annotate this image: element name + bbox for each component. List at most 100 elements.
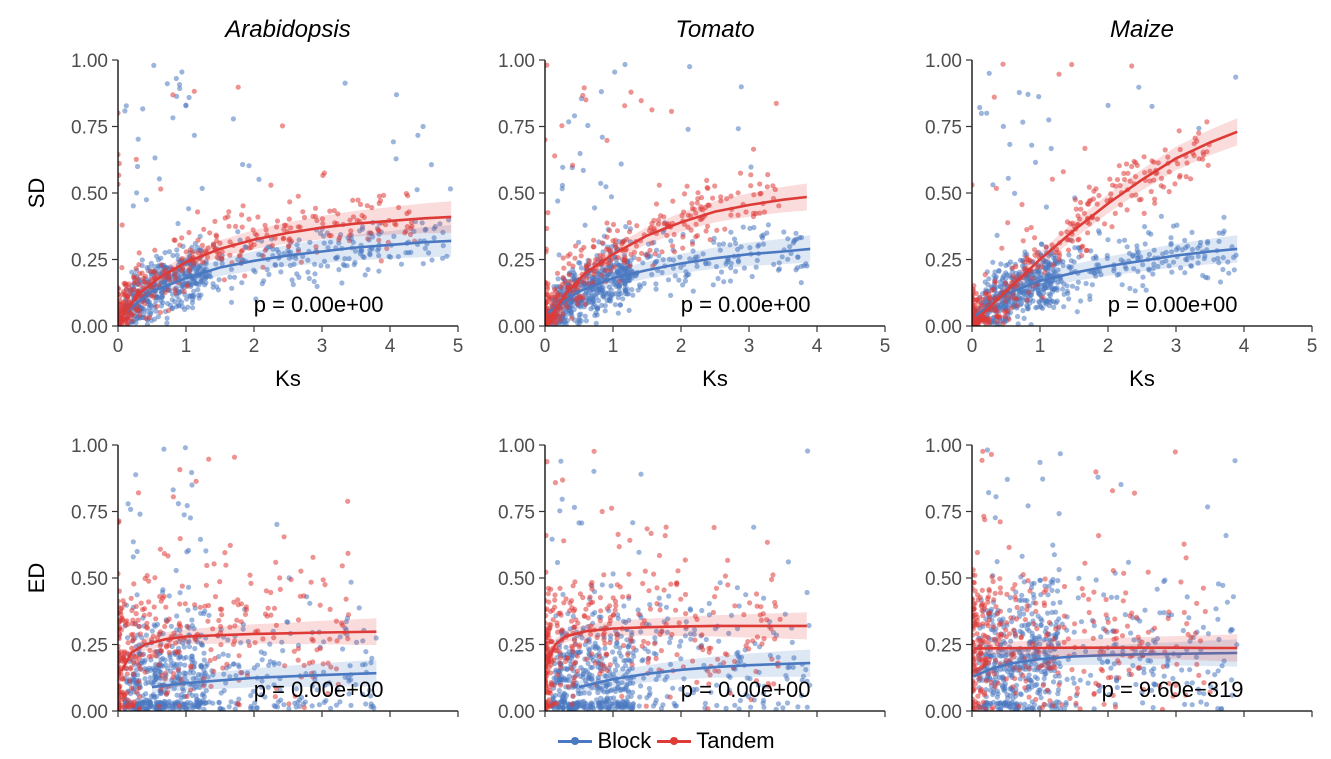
point-tandem	[217, 579, 223, 585]
x-tick-label: 5	[453, 721, 464, 722]
point-block	[284, 619, 290, 625]
point-block	[612, 667, 619, 673]
point-block	[177, 85, 183, 92]
point-block	[183, 654, 189, 660]
point-tandem	[119, 222, 125, 228]
point-block	[712, 626, 719, 632]
point-tandem	[182, 601, 188, 607]
x-tick-label: 1	[1035, 336, 1046, 357]
point-tandem	[722, 226, 728, 232]
point-block	[714, 682, 720, 688]
point-tandem	[1129, 163, 1135, 170]
point-tandem	[141, 612, 147, 618]
point-block	[576, 239, 582, 245]
point-tandem	[361, 214, 367, 220]
x-tick-label: 3	[317, 336, 328, 357]
point-block	[586, 671, 592, 677]
point-block	[612, 302, 619, 308]
point-block	[625, 644, 631, 650]
point-tandem	[1000, 61, 1006, 67]
point-tandem	[680, 234, 686, 240]
point-tandem	[1158, 183, 1164, 189]
point-block	[747, 245, 753, 251]
point-tandem	[1110, 182, 1116, 188]
point-tandem	[130, 703, 136, 709]
point-tandem	[563, 596, 569, 602]
point-block	[1216, 260, 1222, 266]
point-block	[755, 243, 761, 249]
point-block	[431, 226, 437, 232]
point-block	[182, 662, 188, 668]
point-block	[128, 506, 134, 512]
point-block	[706, 612, 713, 618]
point-tandem	[669, 631, 675, 638]
point-block	[429, 257, 435, 263]
point-block	[664, 629, 671, 635]
point-tandem	[1191, 153, 1197, 159]
point-block	[748, 164, 754, 170]
point-block	[348, 702, 354, 709]
point-block	[577, 673, 584, 679]
point-block	[198, 672, 204, 678]
point-block	[195, 287, 201, 293]
point-block	[1220, 255, 1226, 261]
point-tandem	[348, 228, 354, 234]
point-tandem	[239, 248, 245, 254]
point-block	[262, 694, 268, 700]
point-block	[190, 705, 196, 711]
point-block	[440, 229, 446, 235]
point-tandem	[668, 581, 674, 587]
point-tandem	[184, 693, 190, 700]
point-tandem	[246, 245, 253, 251]
point-block	[1140, 274, 1146, 280]
point-tandem	[561, 538, 567, 544]
point-tandem	[131, 286, 137, 293]
point-block	[714, 702, 720, 709]
point-block	[202, 700, 208, 706]
point-tandem	[548, 586, 554, 592]
point-tandem	[575, 301, 581, 307]
point-block	[309, 683, 315, 689]
point-block	[600, 293, 606, 299]
point-tandem	[140, 606, 146, 613]
point-block	[171, 661, 177, 667]
point-block	[805, 448, 811, 454]
point-block	[1020, 307, 1026, 314]
point-tandem	[129, 621, 135, 627]
point-block	[134, 548, 140, 555]
y-tick-label: 1.00	[71, 436, 108, 457]
point-tandem	[743, 643, 749, 649]
point-block	[776, 260, 782, 266]
point-tandem	[549, 291, 555, 297]
point-block	[1136, 84, 1142, 90]
point-tandem	[994, 319, 1000, 325]
y-tick-label: 0.50	[498, 184, 535, 205]
point-block	[184, 296, 190, 302]
point-tandem	[310, 213, 316, 219]
point-block	[555, 276, 561, 282]
point-block	[624, 286, 630, 292]
point-tandem	[155, 635, 161, 641]
point-block	[593, 320, 599, 326]
point-block	[985, 282, 991, 288]
point-tandem	[546, 664, 552, 670]
point-block	[552, 692, 558, 698]
point-block	[660, 257, 666, 263]
point-block	[748, 704, 754, 710]
point-block	[1216, 238, 1222, 244]
point-tandem	[604, 220, 610, 226]
point-tandem	[622, 257, 628, 263]
point-tandem	[551, 300, 557, 306]
point-tandem	[1129, 63, 1135, 69]
point-tandem	[689, 201, 695, 207]
point-tandem	[271, 605, 278, 611]
point-block	[235, 662, 241, 668]
point-tandem	[569, 315, 575, 321]
point-block	[1020, 297, 1026, 303]
point-tandem	[1027, 258, 1033, 264]
point-tandem	[183, 249, 189, 255]
point-tandem	[1204, 119, 1210, 125]
point-tandem	[560, 477, 566, 483]
point-tandem	[620, 594, 626, 600]
